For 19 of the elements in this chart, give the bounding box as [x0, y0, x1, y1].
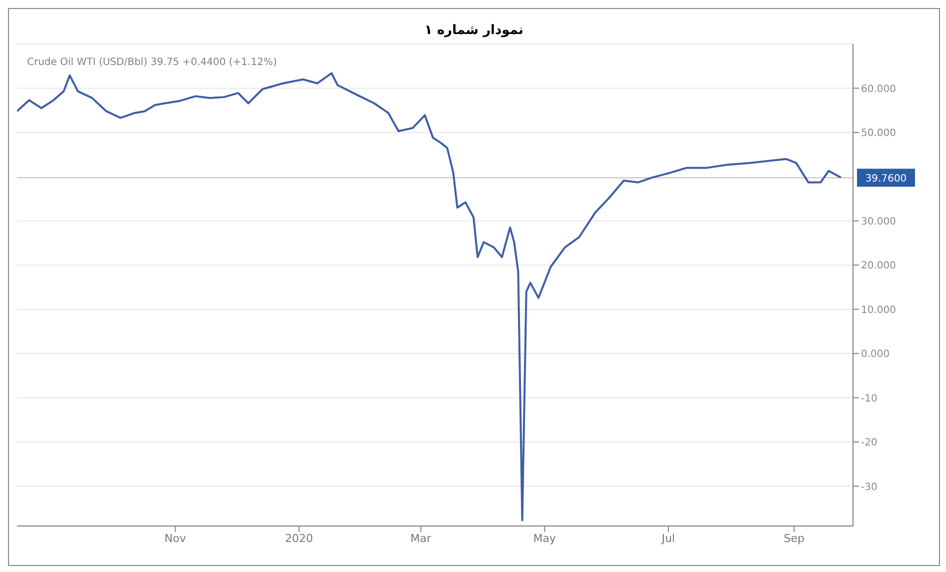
y-tick-label: 20.000 [861, 260, 896, 272]
y-tick-label: -20 [861, 438, 878, 449]
y-tick-label: 60.000 [861, 84, 896, 95]
y-tick-label: 0.000 [861, 349, 890, 360]
x-tick-label: Nov [164, 532, 186, 545]
y-tick-label: 30.000 [861, 216, 896, 228]
x-tick-label: Jul [660, 532, 675, 545]
x-tick-label: Sep [784, 532, 805, 545]
line-series [17, 72, 842, 522]
chart-title: نمودار شماره ۱ [424, 22, 524, 38]
text: Crude Oil WTI (USD/Bbl) 39.75 +0.4400 (+1.12%) [27, 57, 277, 68]
x-tick-label: 2020 [285, 532, 314, 545]
ref-line-label: 39.7600 [865, 174, 907, 185]
x-tick-label: May [533, 532, 556, 545]
y-tick-label: 10.000 [861, 304, 896, 316]
x-tick-label: Mar [410, 532, 432, 545]
y-tick-label: 50.000 [861, 128, 896, 139]
y-tick-label: -30 [861, 482, 878, 493]
y-tick-label: -10 [861, 393, 878, 404]
